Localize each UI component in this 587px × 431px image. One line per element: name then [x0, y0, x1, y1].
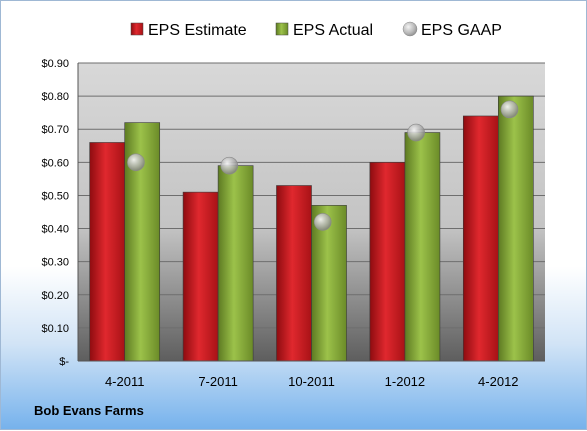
- y-tick-label: $0.80: [41, 91, 69, 103]
- legend: EPS Estimate EPS Actual EPS GAAP: [130, 21, 502, 39]
- eps-estimate-bar: [276, 185, 312, 362]
- legend-eps-gaap-swatch: [402, 21, 418, 37]
- legend-eps-estimate-swatch: [130, 22, 144, 36]
- eps-actual-bar: [497, 95, 534, 362]
- x-tick-label: 1-2012: [385, 374, 425, 389]
- y-tick-label: $0.30: [41, 257, 69, 269]
- y-tick-label: $0.40: [41, 224, 69, 236]
- eps-gaap-marker: [313, 213, 332, 231]
- legend-eps-actual-label: EPS Actual: [293, 22, 373, 39]
- x-tick-label: 10-2011: [288, 374, 335, 389]
- eps-gaap-marker: [127, 153, 145, 172]
- eps-estimate-bar: [369, 162, 406, 362]
- x-tick-label: 4-2011: [105, 374, 145, 389]
- gaap-markers: [127, 100, 519, 231]
- eps-estimate-bar: [89, 142, 126, 362]
- eps-gaap-marker: [220, 156, 239, 175]
- x-tick-label: 7-2011: [198, 374, 238, 389]
- y-axis: $- $0.10 $0.20 $0.30 $0.40 $0.50 $0.60 $0.70 $0.…: [41, 58, 545, 368]
- eps-gaap-marker: [500, 100, 519, 119]
- eps-estimate-bar: [462, 115, 499, 362]
- y-tick-label: $-: [59, 356, 69, 368]
- eps-actual-bar: [217, 165, 254, 362]
- x-axis: 4-2011 7-2011 10-2011 1-2012 4-2012: [105, 374, 519, 389]
- y-tick-label: $0.10: [41, 323, 69, 335]
- eps-gaap-marker: [407, 123, 425, 142]
- eps-actual-bar: [311, 205, 347, 362]
- legend-eps-gaap-label: EPS GAAP: [421, 22, 502, 39]
- company-name: Bob Evans Farms: [34, 403, 144, 418]
- x-tick-label: 4-2012: [478, 374, 518, 389]
- y-tick-label: $0.70: [41, 124, 69, 136]
- eps-estimate-bar: [182, 191, 219, 362]
- y-tick-label: $0.90: [41, 58, 69, 70]
- y-tick-label: $0.20: [41, 290, 69, 302]
- y-tick-label: $0.50: [41, 190, 69, 202]
- y-tick-label: $0.60: [41, 157, 69, 169]
- eps-actual-bar: [404, 132, 441, 362]
- legend-eps-estimate-label: EPS Estimate: [148, 22, 247, 39]
- legend-eps-actual-swatch: [275, 22, 289, 36]
